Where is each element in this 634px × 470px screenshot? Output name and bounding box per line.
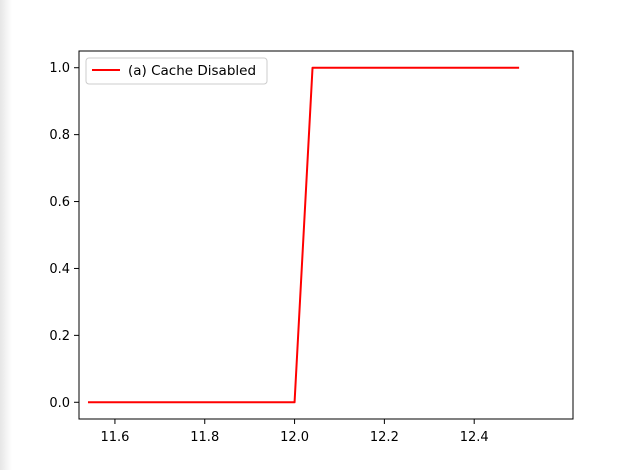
series-line-0: [87, 66, 520, 404]
y-tick-label: 0.4: [49, 262, 70, 277]
legend-box: [85, 57, 268, 85]
x-tick-label: 11.6: [100, 430, 129, 445]
legend-label: (a) Cache Disabled: [128, 63, 256, 79]
x-tick-label: 11.8: [190, 430, 219, 445]
x-tick-label: 12.4: [460, 430, 489, 445]
x-axis: 11.6 11.8 12.0 12.2 12.4: [100, 419, 489, 445]
y-tick-label: 0.6: [49, 195, 70, 210]
plot-area: [79, 51, 573, 419]
y-axis: 0.0 0.2 0.4 0.6 0.8 1.0: [49, 61, 79, 411]
window-edge-shadow: [0, 0, 12, 470]
x-tick-label: 12.0: [280, 430, 309, 445]
y-tick-label: 1.0: [49, 61, 70, 76]
y-tick-label: 0.2: [49, 329, 70, 344]
y-tick-label: 0.0: [49, 396, 70, 411]
legend: (a) Cache Disabled: [85, 57, 268, 85]
series-layer: [87, 66, 520, 404]
y-tick-label: 0.8: [49, 128, 70, 143]
plot-frame: [78, 50, 574, 420]
x-tick-label: 12.2: [370, 430, 399, 445]
